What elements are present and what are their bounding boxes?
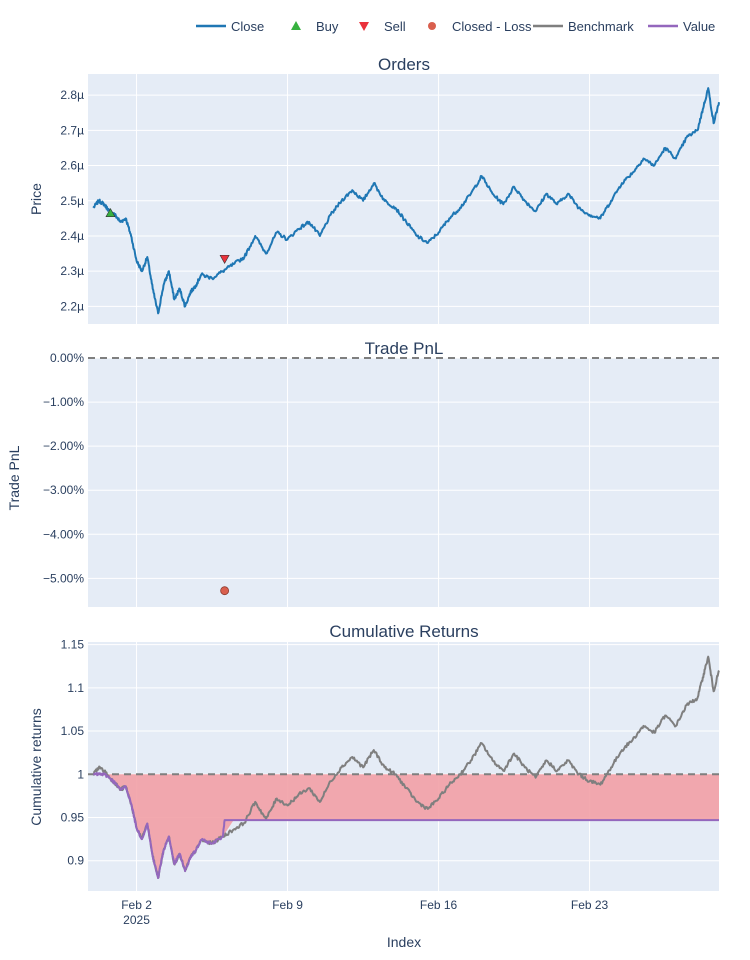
y-tick-label: 2.4µ xyxy=(60,229,84,243)
x-tick-label: Feb 2 xyxy=(121,898,152,912)
trade-pnl-grid xyxy=(88,357,719,607)
y-tick-label: 0.00% xyxy=(50,351,84,365)
close-line[interactable] xyxy=(92,87,720,315)
y-tick-label: −1.00% xyxy=(43,395,84,409)
trade-pnl-y-axis-title: Trade PnL xyxy=(6,445,22,510)
legend-item-sell[interactable]: Sell xyxy=(359,19,406,34)
y-tick-label: 1.15 xyxy=(61,638,85,652)
legend-item-closed-loss[interactable]: Closed - Loss xyxy=(428,19,532,34)
y-tick-label: 0.9 xyxy=(67,854,84,868)
y-tick-label: 2.8µ xyxy=(60,88,84,102)
x-tick-label: Feb 9 xyxy=(272,898,303,912)
x-tick-year-label: 2025 xyxy=(123,913,150,927)
y-tick-label: 2.6µ xyxy=(60,159,84,173)
y-tick-label: 1 xyxy=(77,767,84,781)
y-tick-label: −5.00% xyxy=(43,571,84,585)
y-tick-label: −4.00% xyxy=(43,527,84,541)
orders-marks xyxy=(92,87,720,315)
x-axis-title: Index xyxy=(387,934,421,950)
closed-loss-point[interactable] xyxy=(220,586,230,596)
y-tick-label: 1.1 xyxy=(67,681,84,695)
y-tick-label: −3.00% xyxy=(43,483,84,497)
legend-label: Closed - Loss xyxy=(452,19,532,34)
y-tick-label: 2.3µ xyxy=(60,264,84,278)
y-tick-label: 2.2µ xyxy=(60,299,84,313)
orders-panel: 2.2µ 2.3µ 2.4µ 2.5µ 2.6µ 2.7µ 2.8µ Orders Pric… xyxy=(28,55,720,324)
legend-swatch xyxy=(359,22,369,31)
orders-plot-area[interactable] xyxy=(88,74,719,324)
orders-y-ticks: 2.2µ 2.3µ 2.4µ 2.5µ 2.6µ 2.7µ 2.8µ xyxy=(60,88,84,313)
legend[interactable]: Close Buy Sell Closed - Loss Benchmark Value xyxy=(196,19,715,34)
x-tick-label: Feb 16 xyxy=(420,898,458,912)
drawdown-fill xyxy=(93,774,719,878)
trade-pnl-panel: 0.00% −1.00% −2.00% −3.00% −4.00% −5.00% Trad… xyxy=(6,339,719,607)
legend-item-buy[interactable]: Buy xyxy=(291,19,339,34)
value-line[interactable] xyxy=(92,771,719,879)
legend-item-benchmark[interactable]: Benchmark xyxy=(533,19,634,34)
cumulative-returns-marks xyxy=(88,655,720,879)
legend-item-close[interactable]: Close xyxy=(196,19,264,34)
legend-label: Value xyxy=(683,19,715,34)
y-tick-label: 0.95 xyxy=(61,811,85,825)
orders-grid xyxy=(88,74,719,324)
buy-marker[interactable] xyxy=(105,207,116,217)
sell-marker[interactable] xyxy=(219,254,230,264)
legend-swatch xyxy=(428,22,436,30)
x-tick-label: Feb 23 xyxy=(571,898,609,912)
legend-swatch xyxy=(291,21,301,30)
y-tick-label: 2.7µ xyxy=(60,123,84,137)
orders-title: Orders xyxy=(378,55,430,74)
y-tick-label: −2.00% xyxy=(43,439,84,453)
cumulative-returns-title: Cumulative Returns xyxy=(329,622,478,641)
legend-label: Benchmark xyxy=(568,19,634,34)
legend-label: Buy xyxy=(316,19,339,34)
trade-pnl-y-ticks: 0.00% −1.00% −2.00% −3.00% −4.00% −5.00% xyxy=(43,351,84,585)
y-tick-label: 1.05 xyxy=(61,724,85,738)
y-tick-label: 2.5µ xyxy=(60,194,84,208)
trade-pnl-marks xyxy=(88,357,719,596)
cumulative-returns-y-ticks: 0.9 0.95 1 1.05 1.1 1.15 xyxy=(61,638,85,868)
legend-label: Sell xyxy=(384,19,406,34)
trade-pnl-title: Trade PnL xyxy=(365,339,444,358)
cumulative-returns-y-axis-title: Cumulative returns xyxy=(28,708,44,826)
orders-y-axis-title: Price xyxy=(28,183,44,215)
trade-pnl-plot-area[interactable] xyxy=(88,358,719,607)
legend-item-value[interactable]: Value xyxy=(648,19,715,34)
legend-label: Close xyxy=(231,19,264,34)
